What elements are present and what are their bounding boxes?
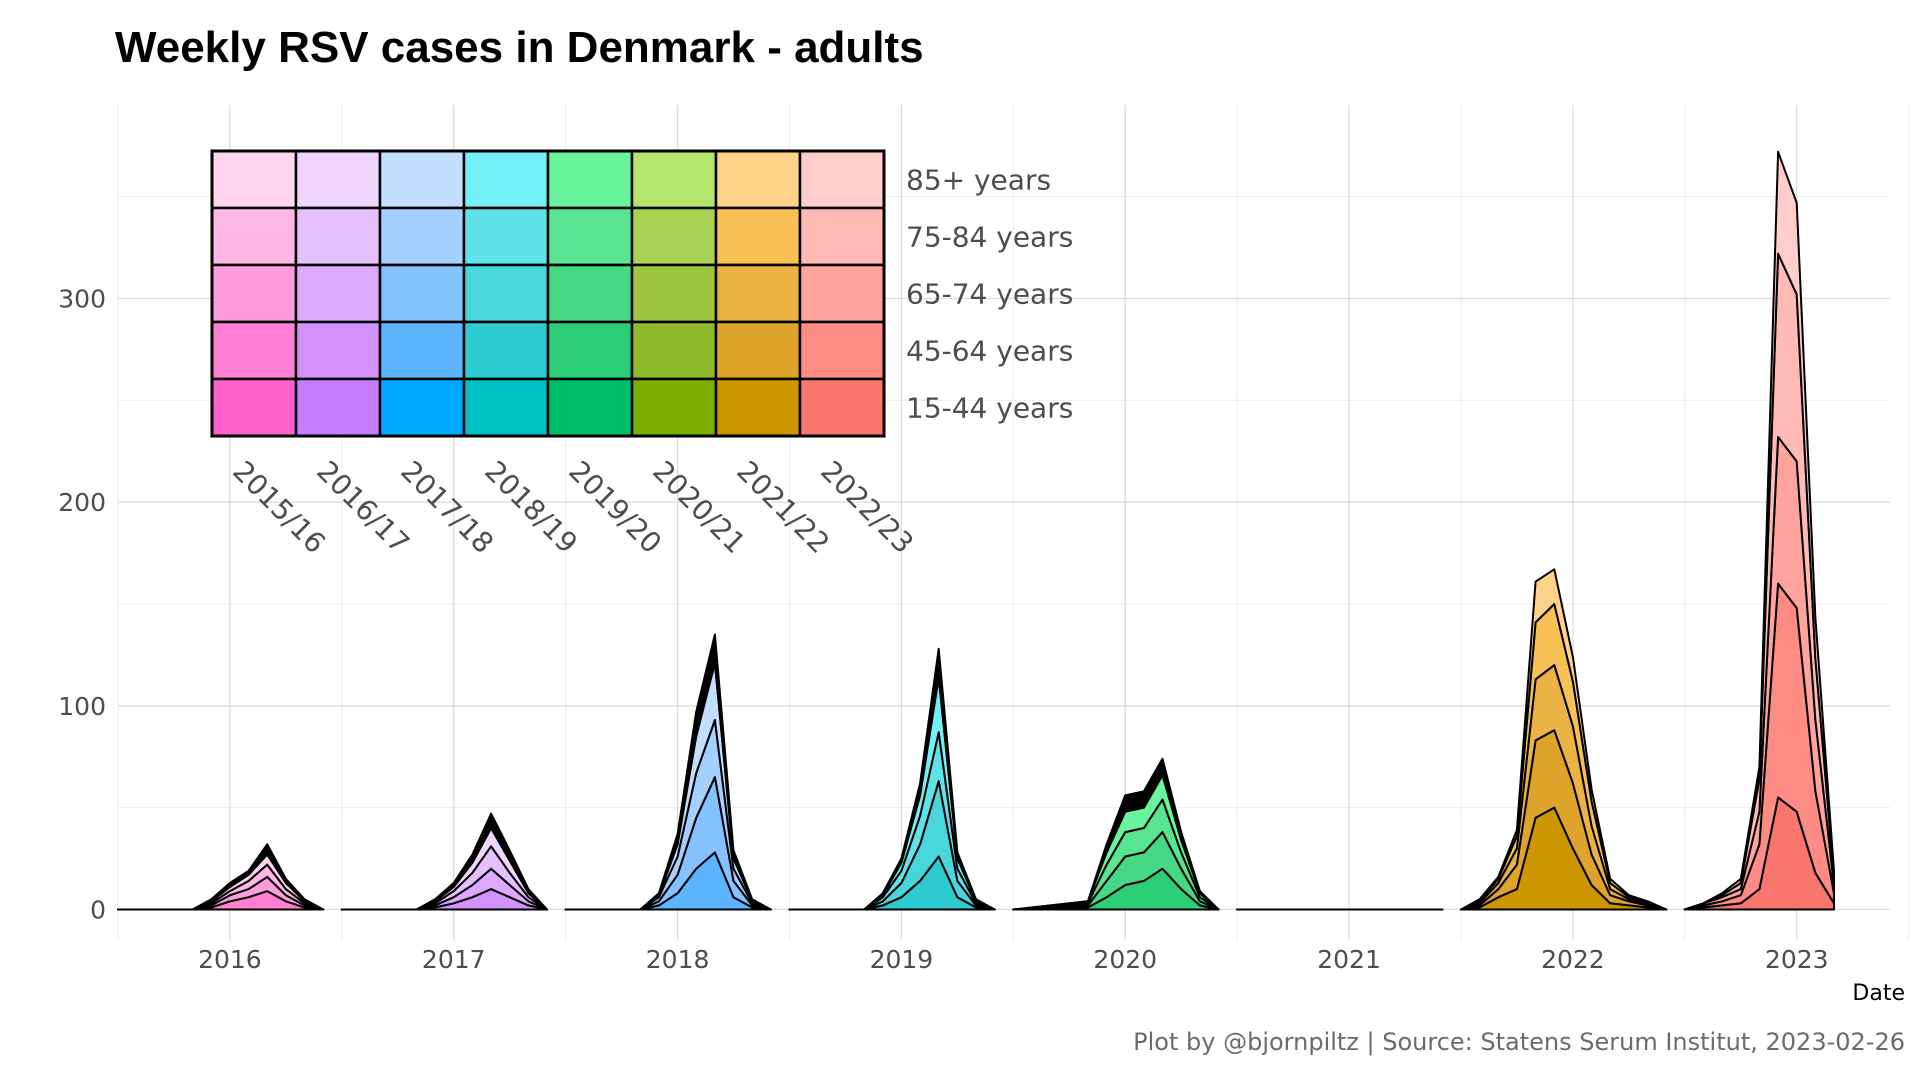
legend-swatch — [294, 149, 382, 210]
legend-swatch — [546, 377, 634, 438]
legend-swatch — [714, 149, 802, 210]
chart-title: Weekly RSV cases in Denmark - adults — [115, 23, 924, 72]
legend-swatch — [714, 263, 802, 324]
legend-swatch — [630, 263, 718, 324]
y-tick-label: 0 — [90, 895, 106, 924]
season-areas — [340, 812, 548, 911]
legend-swatch — [210, 320, 298, 381]
legend-swatch — [462, 320, 550, 381]
legend-swatch — [714, 377, 802, 438]
x-tick-label: 2019 — [870, 945, 934, 974]
season-areas — [117, 843, 325, 911]
area-band — [340, 812, 548, 911]
legend-season-label: 2022/23 — [814, 454, 920, 560]
legend-season-label: 2017/18 — [394, 454, 500, 560]
legend-swatch — [630, 149, 718, 210]
legend-swatch — [210, 263, 298, 324]
area-layer — [117, 150, 1835, 911]
season-areas — [1683, 150, 1835, 911]
legend-swatch — [378, 320, 466, 381]
x-tick-label: 2020 — [1093, 945, 1157, 974]
y-tick-label: 100 — [58, 692, 106, 721]
area-band — [788, 647, 996, 911]
x-tick-label: 2022 — [1541, 945, 1605, 974]
legend-swatch — [462, 263, 550, 324]
legend-swatch — [546, 206, 634, 267]
area-band — [1460, 568, 1668, 911]
legend-swatch — [462, 149, 550, 210]
area-band — [1012, 757, 1220, 911]
season-areas — [1012, 757, 1220, 911]
legend-swatch — [378, 149, 466, 210]
legend-season-label: 2019/20 — [562, 454, 668, 560]
area-band — [564, 633, 772, 911]
legend-swatch — [378, 206, 466, 267]
x-tick-label: 2016 — [198, 945, 262, 974]
chart-caption: Plot by @bjornpiltz | Source: Statens Se… — [1133, 1028, 1905, 1056]
legend-swatch — [378, 377, 466, 438]
legend-swatch — [462, 206, 550, 267]
legend: 2015/162016/172017/182018/192019/202020/… — [210, 149, 1073, 560]
area-band — [1683, 150, 1835, 911]
legend-age-label: 65-74 years — [906, 278, 1073, 311]
legend-swatch — [294, 377, 382, 438]
legend-swatch — [630, 320, 718, 381]
x-tick-label: 2023 — [1765, 945, 1829, 974]
season-areas — [1460, 568, 1668, 911]
legend-swatch — [714, 206, 802, 267]
legend-season-label: 2021/22 — [730, 454, 836, 560]
season-areas — [564, 633, 772, 911]
legend-age-label: 15-44 years — [906, 392, 1073, 425]
legend-swatch — [546, 263, 634, 324]
legend-swatch — [210, 149, 298, 210]
x-tick-label: 2021 — [1317, 945, 1381, 974]
legend-swatch — [630, 377, 718, 438]
legend-swatch — [798, 377, 886, 438]
legend-swatch — [798, 149, 886, 210]
season-areas — [788, 647, 996, 911]
legend-age-label: 45-64 years — [906, 335, 1073, 368]
legend-swatch — [798, 263, 886, 324]
area-band — [117, 843, 325, 911]
legend-swatch — [462, 377, 550, 438]
axis-layer: 0 100 200 300 2016 2017 2018 2019 2020 2021 2022 20… — [58, 284, 1828, 974]
y-tick-label: 300 — [58, 284, 106, 313]
legend-swatch — [798, 320, 886, 381]
legend-swatch — [378, 263, 466, 324]
legend-swatch — [546, 149, 634, 210]
legend-season-label: 2018/19 — [478, 454, 584, 560]
legend-swatch — [294, 263, 382, 324]
legend-age-label: 85+ years — [906, 164, 1051, 197]
x-tick-label: 2017 — [422, 945, 486, 974]
legend-season-label: 2016/17 — [310, 454, 416, 560]
legend-swatch — [210, 377, 298, 438]
legend-season-label: 2015/16 — [226, 454, 332, 560]
legend-swatch — [798, 206, 886, 267]
x-axis-title: Date — [1852, 981, 1905, 1006]
legend-season-label: 2020/21 — [646, 454, 752, 560]
x-tick-label: 2018 — [646, 945, 710, 974]
y-tick-label: 200 — [58, 488, 106, 517]
legend-swatch — [630, 206, 718, 267]
legend-swatch — [294, 320, 382, 381]
legend-age-label: 75-84 years — [906, 221, 1073, 254]
legend-swatch — [210, 206, 298, 267]
legend-swatch — [546, 320, 634, 381]
legend-border — [210, 149, 886, 438]
legend-swatch — [714, 320, 802, 381]
legend-swatch — [294, 206, 382, 267]
